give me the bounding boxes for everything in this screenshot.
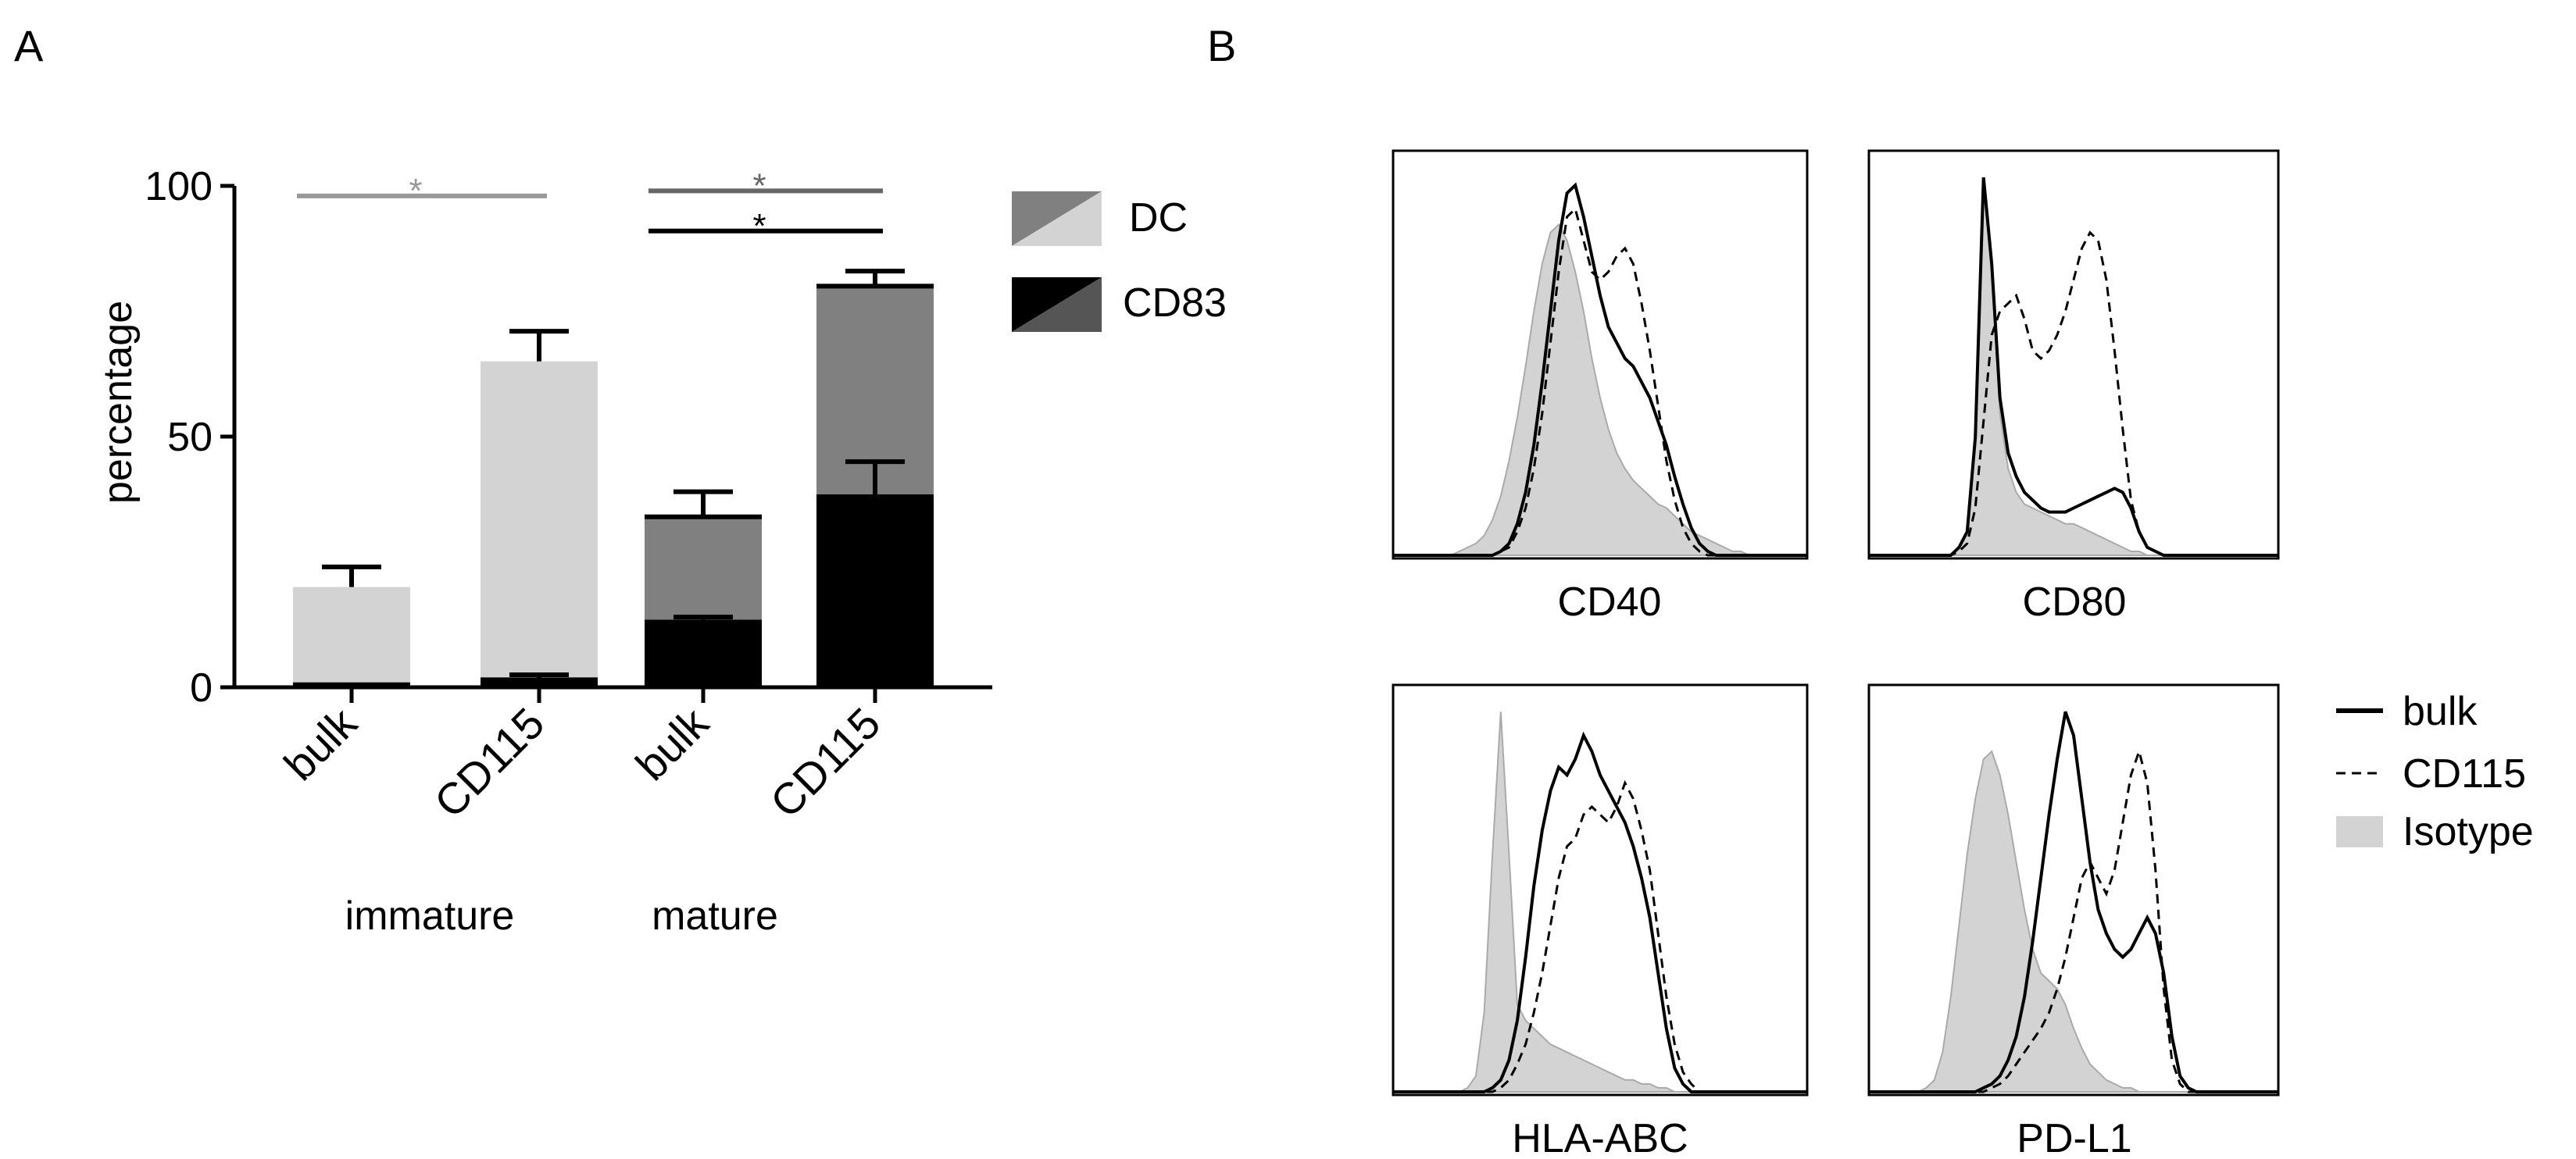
cd115-line [1393,779,1807,1093]
isotype-area [1393,223,1807,556]
histogram-panel-b: CD40 CD80 HLA-ABC PD-L1 [1392,149,2280,1159]
significance-star: * [752,166,766,205]
legend-b: bulk CD115 Isotype [2336,689,2534,854]
panel-label-a: A [14,21,44,70]
bulk-line [1869,177,2278,557]
significance-star: * [409,172,422,210]
legend-label-isotype: Isotype [2403,809,2534,854]
bar-dc-cd115-1 [481,361,598,687]
significance-markers: * ** [297,166,883,245]
x-tick-label: CD115 [425,698,554,827]
bar-dc-bulk-0 [293,587,410,687]
histogram-frame [1392,149,1809,560]
group-label-immature: immature [345,893,515,939]
histogram-cd40: CD40 [1392,149,1809,625]
legend-label-cd115: CD115 [2403,751,2526,797]
significance-star: * [752,207,766,245]
histogram-label: CD80 [2023,580,2127,625]
legend-label-bulk: bulk [2403,689,2478,734]
bar-chart-panel-a: percentage 0 50 100 bulk CD115 bulk CD115 imm… [95,164,1227,939]
histogram-frame [1867,149,2280,560]
histogram-frame [1392,683,1809,1097]
histogram-hla-abc: HLA-ABC [1392,683,1809,1159]
y-ticks: 0 50 100 [145,164,234,711]
histogram-pd-l1: PD-L1 [1867,683,2280,1159]
legend-item-cd83: CD83 [1012,277,1227,332]
group-label-mature: mature [652,893,778,939]
histogram-cd80: CD80 [1867,149,2280,625]
legend-swatch-isotype [2336,816,2383,847]
legend-item-dc: DC [1012,191,1188,246]
x-ticks: bulk CD115 bulk CD115 [274,687,889,827]
y-axis-label: percentage [95,301,141,504]
histogram-label: PD-L1 [2017,1116,2131,1159]
bar-cd83-bulk-2 [645,622,762,687]
x-tick-label: bulk [626,697,718,790]
bars [293,269,934,687]
y-tick-label: 100 [145,164,213,209]
x-tick-label: bulk [274,697,366,790]
panel-label-b: B [1207,21,1236,70]
legend-swatch-dc-light [1012,191,1102,246]
isotype-area [1869,177,2278,556]
y-tick-label: 0 [190,665,213,711]
legend-swatch-cd83-gray [1012,277,1102,332]
legend-a: DC CD83 [1012,191,1227,332]
histogram-label: CD40 [1558,580,1662,625]
bulk-line [1869,711,2278,1093]
bar-cd83-cd115-1 [481,679,598,687]
x-tick-label: CD115 [761,698,890,827]
y-tick-label: 50 [167,415,213,460]
legend-label-dc: DC [1129,195,1188,241]
bulk-line [1393,731,1807,1093]
histogram-label: HLA-ABC [1512,1116,1688,1159]
bulk-line [1393,182,1807,557]
isotype-area [1393,711,1807,1093]
bar-cd83-cd115-3 [816,497,934,687]
histogram-frame [1867,683,2280,1097]
legend-label-cd83: CD83 [1123,280,1227,326]
